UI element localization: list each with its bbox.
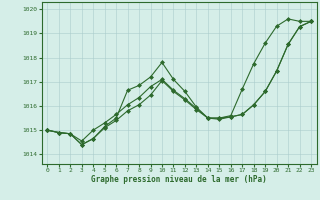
X-axis label: Graphe pression niveau de la mer (hPa): Graphe pression niveau de la mer (hPa) — [91, 175, 267, 184]
